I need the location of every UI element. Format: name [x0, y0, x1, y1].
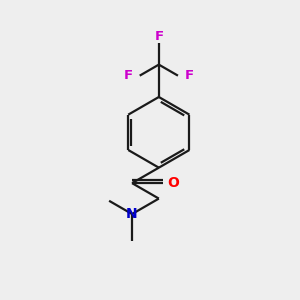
Text: F: F	[154, 30, 164, 43]
Text: O: O	[167, 176, 179, 190]
Text: F: F	[184, 69, 194, 82]
Text: N: N	[126, 207, 138, 221]
Text: F: F	[124, 69, 133, 82]
